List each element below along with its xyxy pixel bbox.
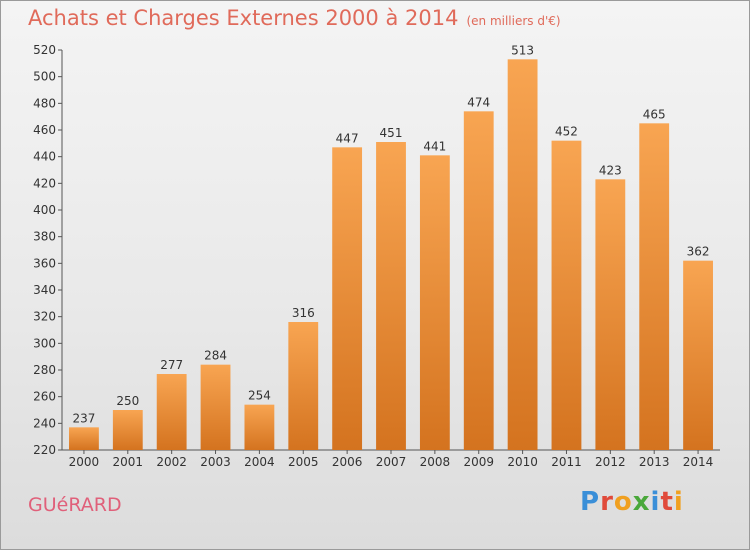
bar (595, 179, 626, 451)
y-tick-label: 440 (33, 150, 56, 164)
bar (639, 123, 670, 450)
x-tick-label: 2011 (551, 455, 582, 469)
y-tick-label: 220 (33, 443, 56, 457)
x-tick-label: 2001 (113, 455, 144, 469)
x-tick-label: 2003 (200, 455, 231, 469)
bar (376, 142, 406, 450)
bar (551, 140, 582, 450)
y-tick-label: 480 (33, 96, 56, 110)
x-tick-label: 2013 (639, 455, 670, 469)
logo-letter: P (580, 487, 601, 517)
bar-value-label: 452 (555, 125, 578, 139)
bar-value-label: 447 (336, 131, 359, 145)
x-tick-label: 2004 (244, 455, 275, 469)
bar-value-label: 362 (687, 245, 710, 259)
bar-value-label: 277 (160, 358, 183, 372)
bar (112, 410, 143, 450)
x-tick-label: 2007 (376, 455, 407, 469)
y-tick-label: 300 (33, 336, 56, 350)
y-tick-label: 360 (33, 256, 56, 270)
x-tick-label: 2014 (683, 455, 714, 469)
bar-value-label: 250 (116, 394, 139, 408)
chart-bars (69, 59, 713, 451)
logo-letter: i (673, 487, 684, 517)
bar-value-label: 451 (380, 126, 403, 140)
bar (288, 322, 319, 450)
y-tick-label: 460 (33, 123, 56, 137)
y-tick-label: 260 (33, 390, 56, 404)
bar (507, 59, 538, 450)
y-tick-label: 520 (33, 43, 56, 57)
bar (419, 155, 450, 451)
bar (156, 374, 187, 450)
y-tick-label: 500 (33, 70, 56, 84)
chart-title-text: Achats et Charges Externes 2000 à 2014 (28, 6, 459, 30)
y-tick-label: 340 (33, 283, 56, 297)
bar-value-label: 254 (248, 389, 271, 403)
chart-title: Achats et Charges Externes 2000 à 2014 (e… (28, 6, 561, 30)
y-tick-label: 380 (33, 230, 56, 244)
y-tick-label: 320 (33, 310, 56, 324)
chart-unit: (en milliers d'€) (466, 14, 561, 28)
x-tick-label: 2008 (420, 455, 451, 469)
bar-value-label: 513 (511, 43, 534, 57)
logo-letter: t (660, 487, 674, 517)
bar (463, 111, 494, 450)
bar (69, 427, 99, 450)
logo-letter: r (600, 487, 614, 517)
x-tick-label: 2005 (288, 455, 319, 469)
x-tick-label: 2010 (507, 455, 538, 469)
bar-value-label: 237 (72, 411, 95, 425)
bar (332, 147, 363, 451)
y-tick-label: 420 (33, 176, 56, 190)
x-tick-label: 2009 (463, 455, 494, 469)
x-tick-label: 2002 (156, 455, 187, 469)
town-name: GUéRARD (28, 494, 122, 516)
y-tick-label: 400 (33, 203, 56, 217)
proxiti-logo[interactable]: Proxiti (580, 487, 684, 517)
y-tick-label: 240 (33, 416, 56, 430)
bar-value-label: 465 (643, 107, 666, 121)
logo-letter: o (613, 487, 633, 517)
bar-value-label: 441 (423, 139, 446, 153)
x-tick-label: 2006 (332, 455, 363, 469)
x-tick-label: 2000 (69, 455, 100, 469)
bar (683, 260, 713, 450)
bar-value-label: 284 (204, 349, 227, 363)
x-tick-label: 2012 (595, 455, 626, 469)
logo-letter: i (650, 487, 661, 517)
bar-value-label: 316 (292, 306, 315, 320)
bar-value-label: 423 (599, 163, 622, 177)
y-tick-label: 280 (33, 363, 56, 377)
bar (244, 404, 275, 450)
logo-letter: x (632, 487, 651, 517)
chart-labels: 2000 237 2001 250 2002 277 2003 284 2004 254 2005 3… (69, 43, 714, 469)
bar-value-label: 474 (467, 95, 490, 109)
bar (200, 364, 231, 450)
